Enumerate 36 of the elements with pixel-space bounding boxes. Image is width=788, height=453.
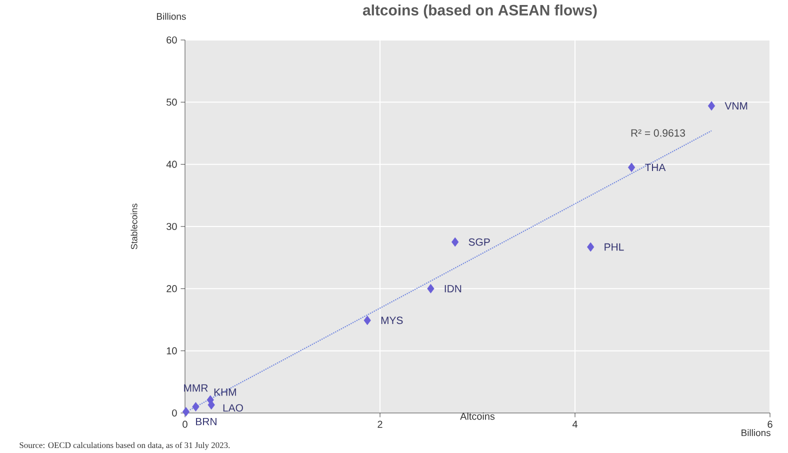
annotation: LAO [223, 404, 243, 412]
annotation: SGP [468, 238, 490, 246]
x-tick-label: 6 [768, 420, 772, 428]
source-note: Source: OECD calculations based on data, as of 31 July 2023. [20, 442, 230, 450]
annotation: BRN [196, 418, 216, 426]
text: Billions [156, 12, 186, 20]
annotation: MMR [184, 384, 208, 392]
y-tick-label: 10 [166, 347, 177, 354]
annotation: VNM [724, 102, 748, 110]
x-tick-label: 4 [572, 420, 578, 428]
y-tick-label: 0 [172, 409, 177, 417]
point [708, 101, 716, 111]
y-tick-label: 40 [166, 160, 177, 168]
y-tick-label: 60 [166, 36, 177, 44]
y-tick-label: 30 [166, 222, 177, 230]
y-tick-label: 50 [166, 98, 177, 106]
annotation: MYS [381, 316, 403, 324]
annotation: IDN [444, 285, 462, 292]
x-axis-title: Altcoins [460, 412, 495, 420]
annotation: THA [644, 164, 666, 172]
y-axis-title: Stablecoins [130, 204, 138, 250]
annotation: R² = 0.9613 [631, 129, 686, 137]
chart-title: altcoins (based on ASEAN flows) [362, 4, 597, 18]
point [587, 242, 594, 252]
point [192, 402, 200, 412]
annotation: PHL [604, 243, 624, 251]
x-tick-label: 0 [182, 420, 188, 428]
y-tick-label: 20 [166, 285, 177, 292]
point [182, 407, 190, 416]
point [628, 162, 636, 172]
point [364, 316, 371, 326]
point [427, 284, 434, 294]
point [208, 400, 215, 410]
point [452, 237, 459, 247]
text: Billions [742, 429, 770, 436]
x-tick-label: 2 [378, 420, 382, 428]
